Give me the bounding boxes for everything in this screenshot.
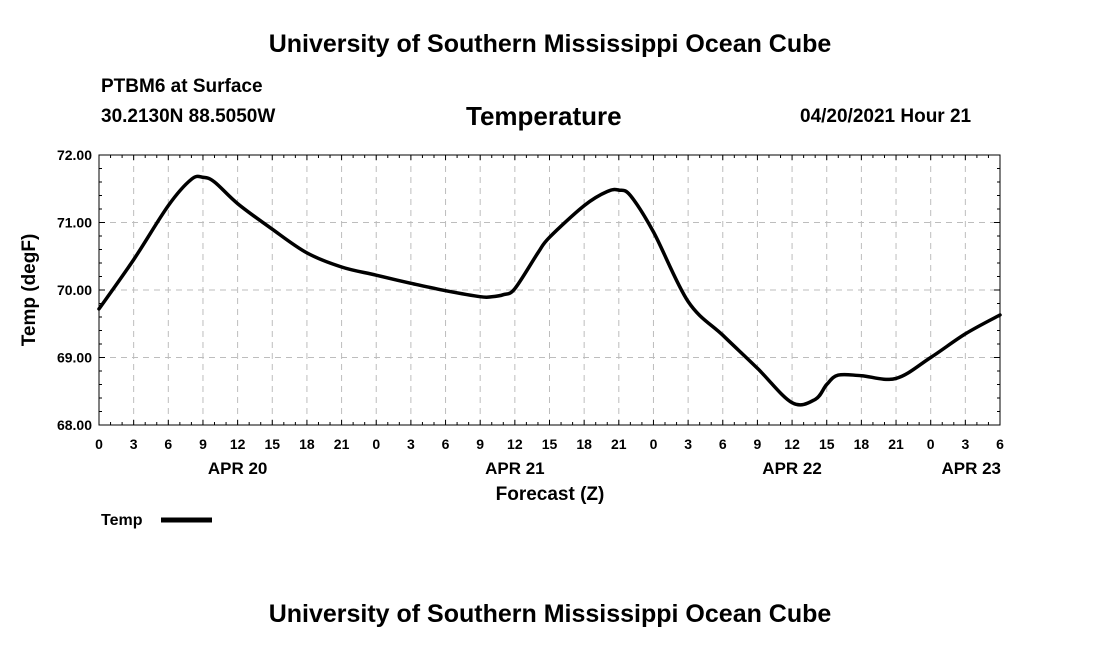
labels-layer: 0 3 6 9 12 15 18 21 0 3 6 9 12 15 18 21 0 3 6 9 12 15 18 21 0 3 6 6… — [57, 147, 1004, 478]
date-label: APR 22 — [762, 459, 822, 478]
x-tick-label: 12 — [784, 436, 800, 452]
x-tick-label: 6 — [164, 436, 172, 452]
x-tick-label: 6 — [996, 436, 1004, 452]
x-axis-label: Forecast (Z) — [496, 484, 605, 505]
top-title: University of Southern Mississippi Ocean… — [268, 30, 832, 58]
date-label: APR 20 — [208, 459, 268, 478]
x-tick-label: 18 — [299, 436, 315, 452]
ticks-layer — [98, 154, 1001, 426]
x-tick-label: 21 — [888, 436, 904, 452]
y-tick-label: 68.00 — [57, 417, 92, 433]
x-tick-label: 0 — [372, 436, 380, 452]
y-axis-label: Temp (degF) — [19, 234, 40, 347]
x-tick-label: 18 — [576, 436, 592, 452]
x-tick-label: 0 — [650, 436, 658, 452]
y-tick-label: 69.00 — [57, 350, 92, 366]
x-tick-label: 21 — [611, 436, 627, 452]
y-tick-label: 71.00 — [57, 215, 92, 231]
x-tick-label: 3 — [961, 436, 969, 452]
x-tick-label: 9 — [754, 436, 762, 452]
y-tick-label: 70.00 — [57, 282, 92, 298]
x-tick-label: 0 — [95, 436, 103, 452]
x-tick-label: 15 — [542, 436, 558, 452]
bottom-title: University of Southern Mississippi Ocean… — [268, 600, 832, 628]
x-tick-label: 6 — [442, 436, 450, 452]
datetime-label: 04/20/2021 Hour 21 — [800, 106, 972, 127]
x-tick-label: 12 — [230, 436, 246, 452]
x-tick-label: 21 — [334, 436, 350, 452]
x-tick-label: 18 — [854, 436, 870, 452]
x-tick-label: 3 — [407, 436, 415, 452]
station-label: PTBM6 at Surface — [101, 76, 263, 97]
chart-title: Temperature — [466, 101, 622, 131]
x-tick-label: 6 — [719, 436, 727, 452]
grid-layer — [99, 155, 1000, 425]
x-tick-label: 12 — [507, 436, 523, 452]
coordinates-label: 30.2130N 88.5050W — [101, 106, 276, 127]
x-tick-label: 3 — [684, 436, 692, 452]
x-tick-label: 15 — [819, 436, 835, 452]
date-label: APR 23 — [941, 459, 1001, 478]
date-label: APR 21 — [485, 459, 545, 478]
x-tick-label: 0 — [927, 436, 935, 452]
x-tick-label: 15 — [264, 436, 280, 452]
x-tick-label: 9 — [476, 436, 484, 452]
legend-label: Temp — [101, 512, 143, 529]
x-tick-label: 3 — [130, 436, 138, 452]
x-tick-label: 9 — [199, 436, 207, 452]
y-tick-label: 72.00 — [57, 147, 92, 163]
legend: Temp — [101, 512, 212, 529]
series-line-temp — [97, 174, 1002, 407]
